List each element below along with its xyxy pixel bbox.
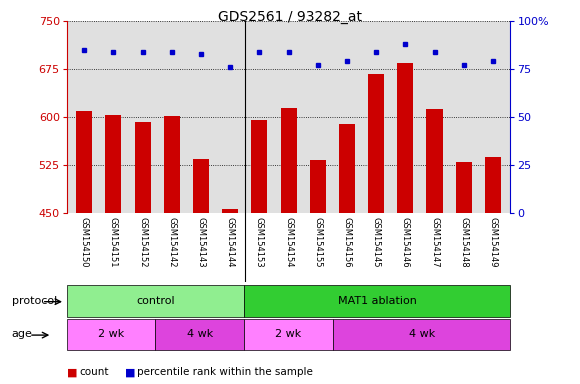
Text: GSM154153: GSM154153 bbox=[255, 217, 264, 267]
Bar bbox=[310, 160, 326, 384]
Text: GDS2561 / 93282_at: GDS2561 / 93282_at bbox=[218, 10, 362, 23]
Bar bbox=[456, 162, 472, 384]
Text: GSM154147: GSM154147 bbox=[430, 217, 439, 267]
Bar bbox=[368, 74, 384, 384]
Text: GSM154149: GSM154149 bbox=[488, 217, 498, 267]
Text: age: age bbox=[12, 329, 32, 339]
Bar bbox=[222, 209, 238, 384]
Bar bbox=[67, 319, 155, 350]
Text: GSM154152: GSM154152 bbox=[138, 217, 147, 267]
Text: GSM154156: GSM154156 bbox=[342, 217, 351, 267]
Bar bbox=[281, 108, 296, 384]
Text: count: count bbox=[79, 367, 109, 377]
Bar bbox=[67, 285, 244, 317]
Bar bbox=[397, 63, 414, 384]
Text: GSM154150: GSM154150 bbox=[79, 217, 89, 267]
Text: GSM154155: GSM154155 bbox=[313, 217, 322, 267]
Text: 4 wk: 4 wk bbox=[408, 329, 435, 339]
Text: ■: ■ bbox=[125, 367, 135, 377]
Text: GSM154146: GSM154146 bbox=[401, 217, 410, 267]
Text: percentile rank within the sample: percentile rank within the sample bbox=[137, 367, 313, 377]
Text: GSM154151: GSM154151 bbox=[109, 217, 118, 267]
Bar bbox=[244, 319, 333, 350]
Bar bbox=[333, 319, 510, 350]
Bar bbox=[485, 157, 501, 384]
Text: GSM154148: GSM154148 bbox=[459, 217, 468, 267]
Bar bbox=[106, 114, 121, 384]
Bar bbox=[339, 124, 355, 384]
Bar bbox=[155, 319, 244, 350]
Text: GSM154154: GSM154154 bbox=[284, 217, 293, 267]
Text: GSM154144: GSM154144 bbox=[226, 217, 235, 267]
Text: 2 wk: 2 wk bbox=[98, 329, 124, 339]
Bar bbox=[251, 120, 267, 384]
Text: protocol: protocol bbox=[12, 296, 57, 306]
Text: control: control bbox=[136, 296, 175, 306]
Bar bbox=[164, 116, 180, 384]
Bar bbox=[193, 159, 209, 384]
Bar bbox=[135, 122, 151, 384]
Text: GSM154145: GSM154145 bbox=[372, 217, 380, 267]
Bar bbox=[76, 111, 92, 384]
Text: GSM154142: GSM154142 bbox=[167, 217, 176, 267]
Bar bbox=[426, 109, 443, 384]
Text: MAT1 ablation: MAT1 ablation bbox=[338, 296, 416, 306]
Text: ■: ■ bbox=[67, 367, 77, 377]
Bar bbox=[244, 285, 510, 317]
Text: 4 wk: 4 wk bbox=[187, 329, 213, 339]
Text: 2 wk: 2 wk bbox=[276, 329, 302, 339]
Text: GSM154143: GSM154143 bbox=[197, 217, 205, 267]
